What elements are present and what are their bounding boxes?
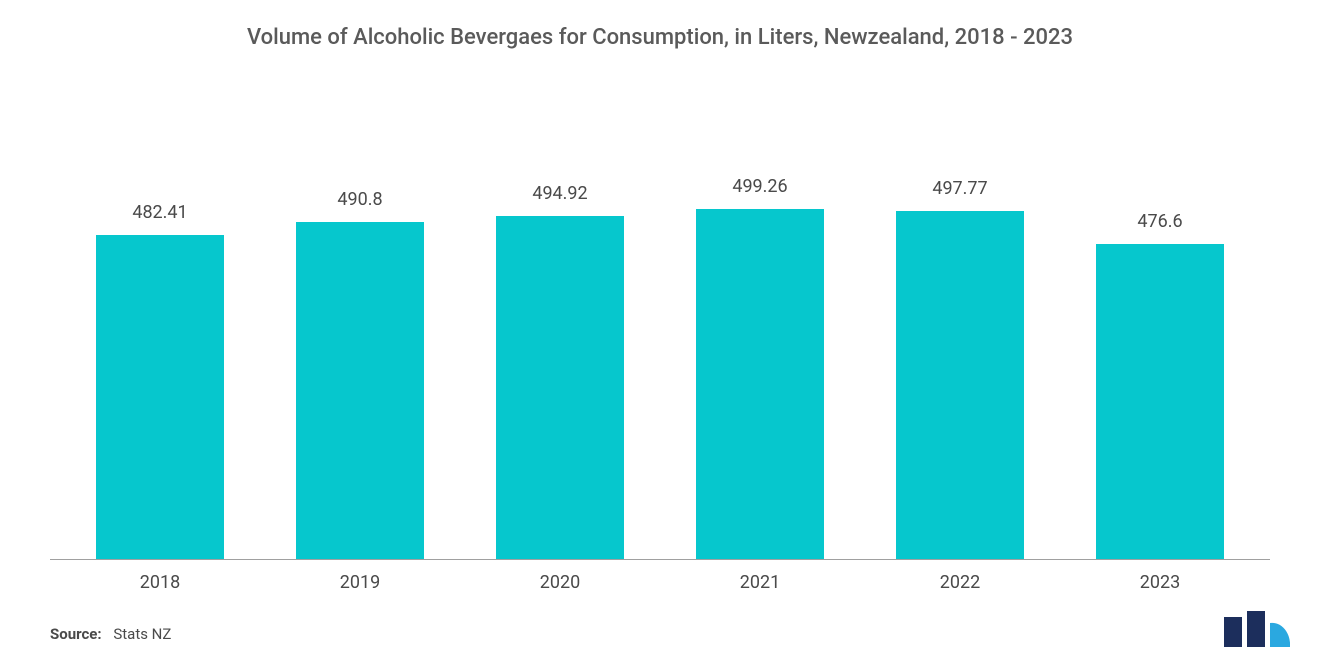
bar-group: 476.6 <box>1060 90 1260 559</box>
bar <box>1096 244 1224 559</box>
source-value: Stats NZ <box>113 625 171 643</box>
bar-group: 494.92 <box>460 90 660 559</box>
bar-group: 499.26 <box>660 90 860 559</box>
brand-logo-icon <box>1220 611 1290 647</box>
bar <box>296 222 424 559</box>
bar <box>696 209 824 559</box>
x-axis-label: 2020 <box>460 572 660 593</box>
bar-value-label: 482.41 <box>132 202 187 223</box>
bar-value-label: 490.8 <box>337 189 382 210</box>
source-label: Source: <box>50 625 102 643</box>
x-axis-label: 2023 <box>1060 572 1260 593</box>
bar <box>896 211 1024 559</box>
x-axis-label: 2021 <box>660 572 860 593</box>
chart-title: Volume of Alcoholic Bevergaes for Consum… <box>50 25 1270 50</box>
bar-group: 490.8 <box>260 90 460 559</box>
bar-value-label: 497.77 <box>932 178 987 199</box>
x-axis-label: 2018 <box>60 572 260 593</box>
plot-area: 482.41 490.8 494.92 499.26 497.77 476.6 <box>50 90 1270 560</box>
x-axis-label: 2022 <box>860 572 1060 593</box>
bar <box>496 216 624 559</box>
x-axis: 201820192020202120222023 <box>50 572 1270 593</box>
bar <box>96 235 224 559</box>
source-footer: Source: Stats NZ <box>50 625 171 643</box>
bar-value-label: 494.92 <box>532 183 587 204</box>
bar-group: 482.41 <box>60 90 260 559</box>
bar-value-label: 499.26 <box>732 176 787 197</box>
x-axis-label: 2019 <box>260 572 460 593</box>
bar-group: 497.77 <box>860 90 1060 559</box>
bar-value-label: 476.6 <box>1137 211 1182 232</box>
